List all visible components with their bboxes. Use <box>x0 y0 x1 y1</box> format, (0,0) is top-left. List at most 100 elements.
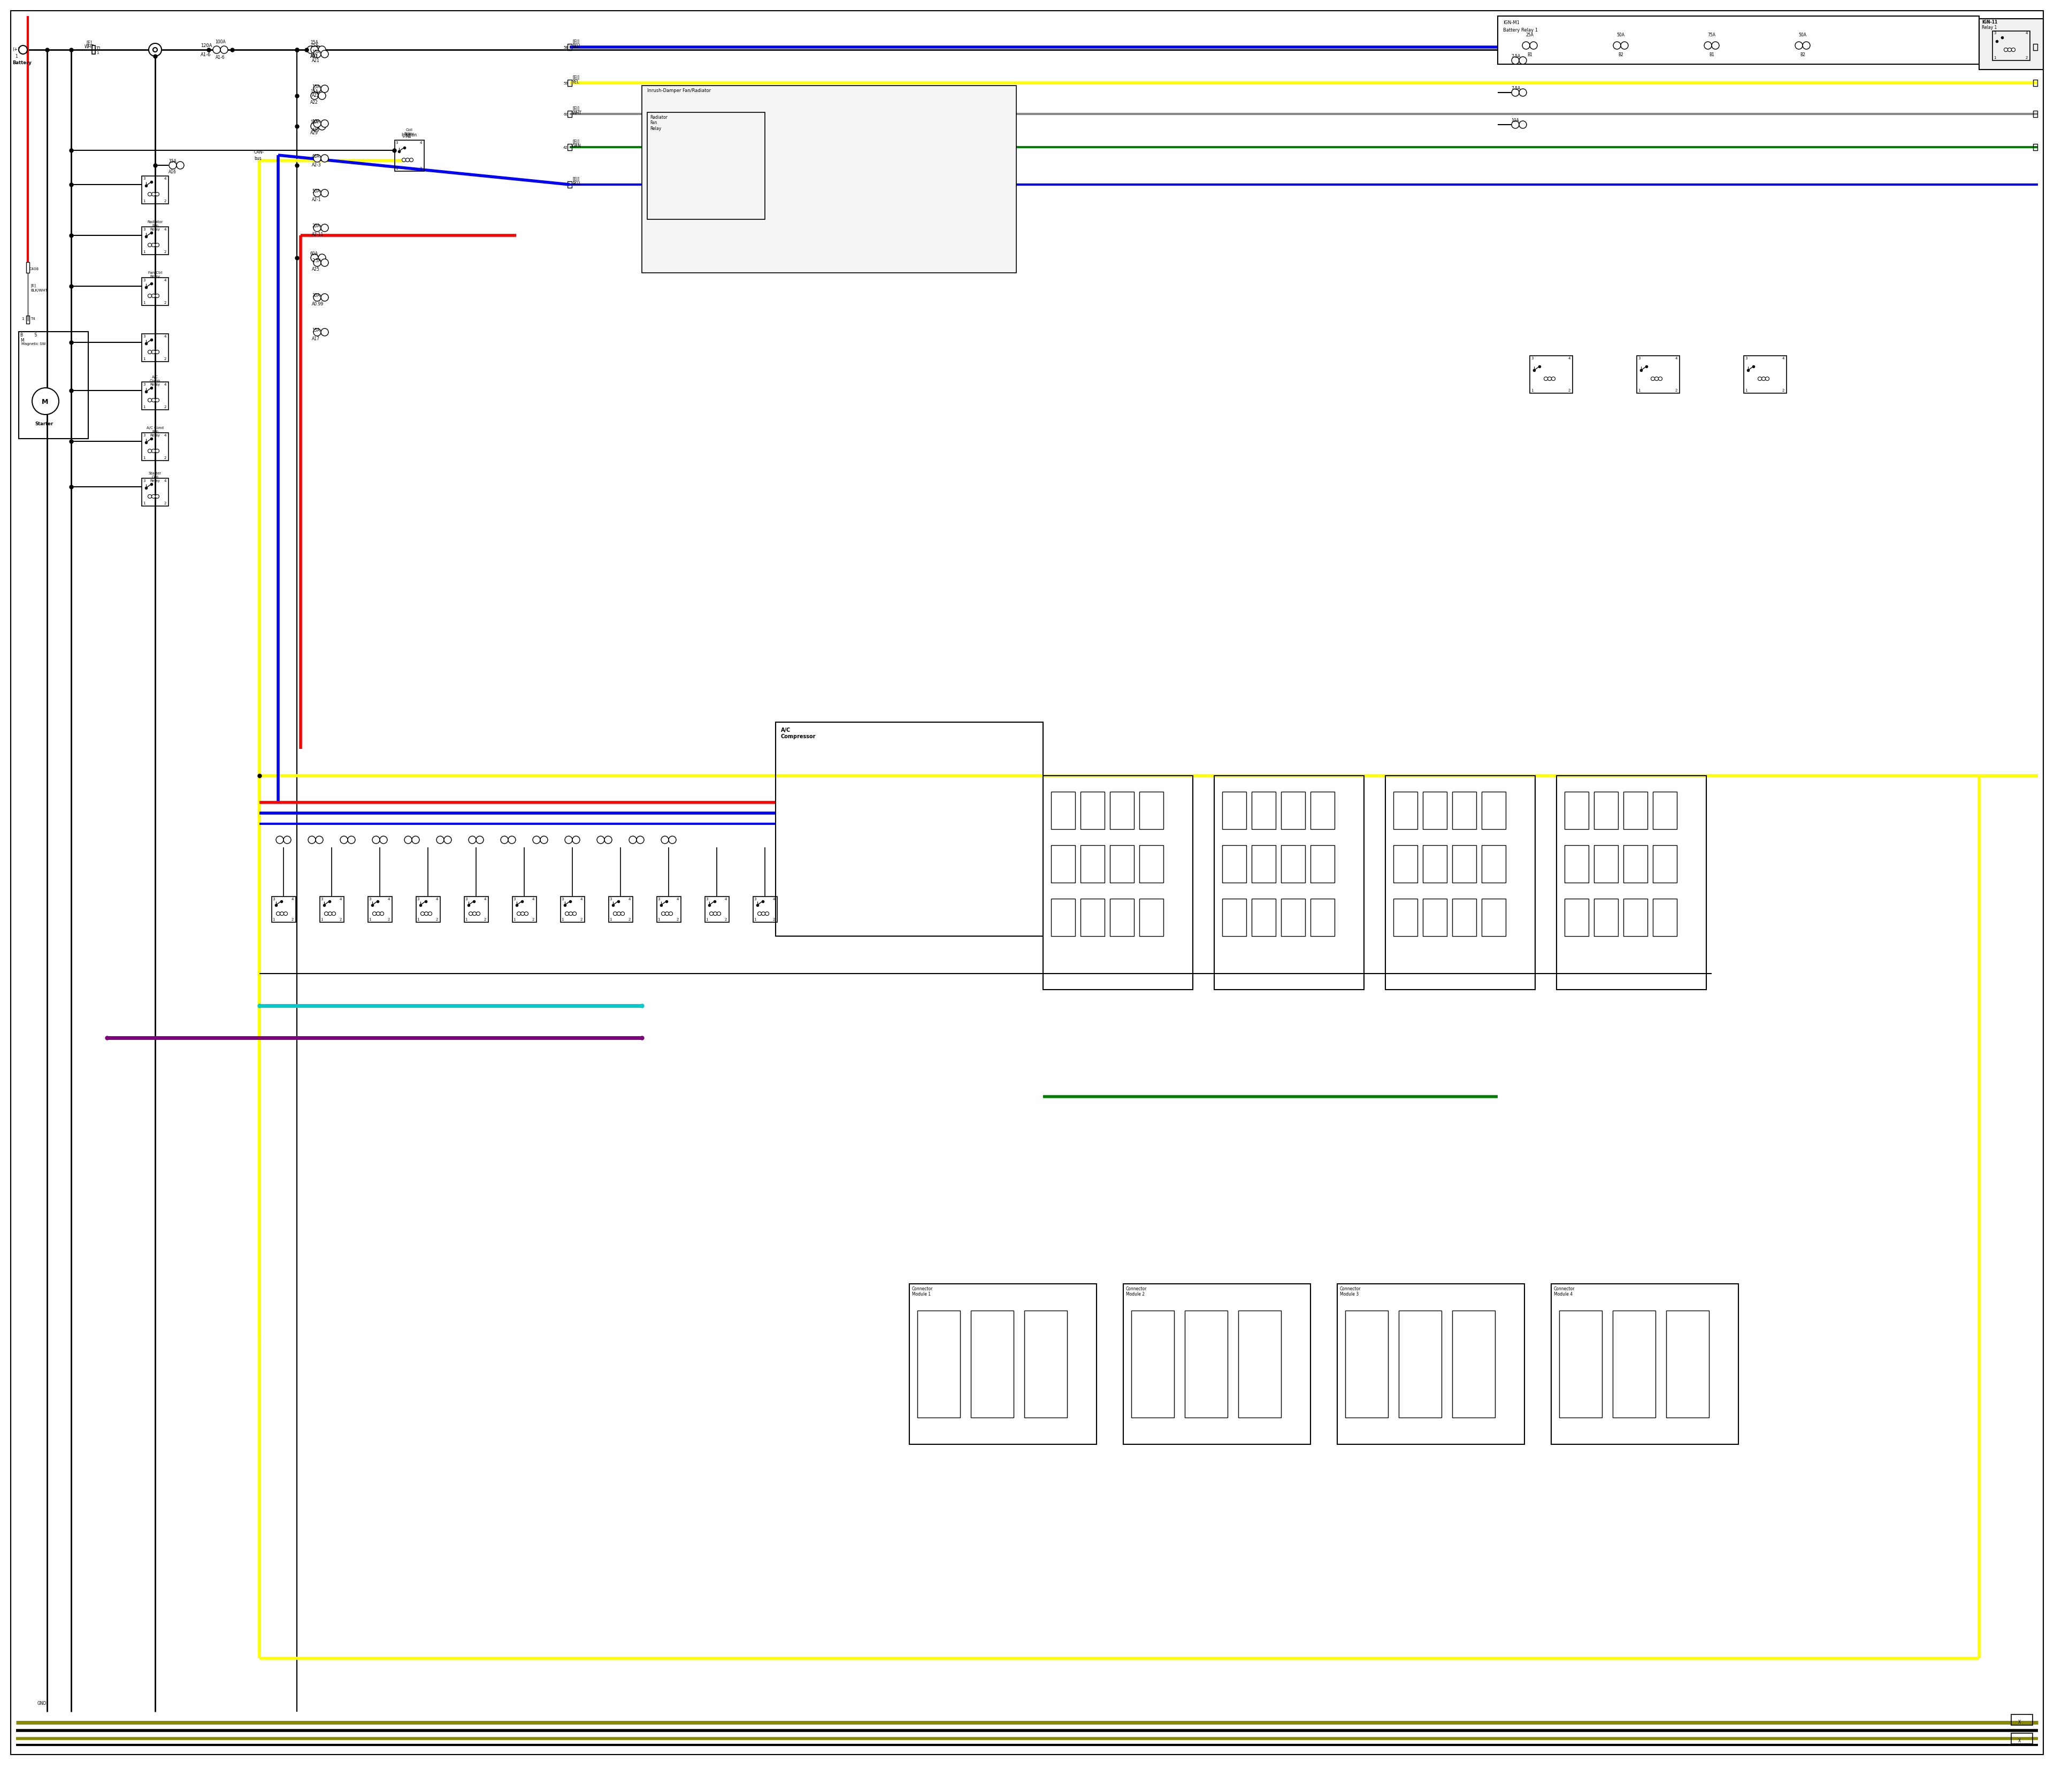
Text: B         S: B S <box>21 333 37 337</box>
Text: BLU: BLU <box>573 181 579 186</box>
Circle shape <box>1520 120 1526 129</box>
Bar <box>567 79 571 86</box>
Circle shape <box>413 837 419 844</box>
Bar <box>2033 79 2038 86</box>
Text: 50A: 50A <box>1616 32 1625 38</box>
Text: 15A: 15A <box>168 159 177 163</box>
Circle shape <box>1512 57 1520 65</box>
Bar <box>394 140 423 172</box>
Circle shape <box>1658 376 1662 380</box>
Text: 1: 1 <box>707 918 709 921</box>
Bar <box>1052 898 1074 935</box>
Circle shape <box>403 158 407 161</box>
Text: A2-11: A2-11 <box>312 233 325 237</box>
Bar <box>1222 898 1247 935</box>
Text: 10A: 10A <box>1512 118 1520 124</box>
Text: A21: A21 <box>310 54 318 59</box>
Bar <box>1653 846 1676 883</box>
Circle shape <box>314 47 322 54</box>
Circle shape <box>310 91 318 100</box>
Circle shape <box>1803 41 1810 48</box>
Circle shape <box>318 91 327 100</box>
Bar <box>1080 846 1105 883</box>
Text: CAN-: CAN- <box>255 151 265 154</box>
Circle shape <box>616 912 620 916</box>
Text: 1: 1 <box>657 918 659 921</box>
Text: 2: 2 <box>164 457 166 459</box>
Bar <box>92 45 94 54</box>
Bar <box>1080 898 1105 935</box>
Circle shape <box>620 912 624 916</box>
Text: 1: 1 <box>370 918 372 921</box>
Text: 4: 4 <box>532 898 534 901</box>
Text: B1: B1 <box>1709 52 1715 57</box>
Bar <box>1452 898 1477 935</box>
Bar <box>1666 1310 1709 1417</box>
Text: bus: bus <box>255 156 261 161</box>
Text: Radiator
Fan
Relay: Radiator Fan Relay <box>148 220 162 231</box>
Text: 3: 3 <box>144 434 146 437</box>
Text: 7.5A: 7.5A <box>1512 86 1520 91</box>
Text: 4: 4 <box>164 383 166 387</box>
Circle shape <box>320 328 329 335</box>
Text: A2-3: A2-3 <box>312 163 320 167</box>
Circle shape <box>152 294 156 297</box>
Bar <box>1423 846 1446 883</box>
Bar <box>1399 1310 1442 1417</box>
Circle shape <box>318 254 327 262</box>
Text: 1: 1 <box>144 251 146 253</box>
Circle shape <box>314 328 320 335</box>
Text: 2: 2 <box>164 405 166 409</box>
Text: Radiator
Fan
Relay: Radiator Fan Relay <box>649 115 668 131</box>
Circle shape <box>565 912 569 916</box>
Bar <box>18 332 88 439</box>
Text: Inrush-Damper Fan/Radiator: Inrush-Damper Fan/Radiator <box>647 88 711 93</box>
Circle shape <box>152 244 156 247</box>
Bar <box>1623 846 1647 883</box>
Bar <box>1025 1310 1068 1417</box>
Bar <box>27 315 29 324</box>
Bar <box>1565 846 1588 883</box>
Circle shape <box>177 161 185 168</box>
Text: 4: 4 <box>419 142 421 145</box>
Text: A16: A16 <box>168 170 177 174</box>
Bar <box>1423 898 1446 935</box>
Text: 3: 3 <box>144 177 146 181</box>
Text: [E]: [E] <box>86 39 92 45</box>
Circle shape <box>148 244 152 247</box>
Text: [EJ]: [EJ] <box>573 39 579 45</box>
Circle shape <box>325 912 329 916</box>
Bar <box>1140 792 1163 830</box>
Bar <box>608 896 633 923</box>
Text: 3: 3 <box>707 898 709 901</box>
Bar <box>567 181 571 188</box>
Bar <box>1653 792 1676 830</box>
Bar <box>567 111 571 116</box>
Circle shape <box>33 387 60 414</box>
Circle shape <box>148 43 162 56</box>
Bar <box>1565 792 1588 830</box>
Circle shape <box>316 837 322 844</box>
Bar <box>1239 1310 1282 1417</box>
Circle shape <box>320 50 329 57</box>
Text: T1: T1 <box>97 47 101 52</box>
Bar <box>1559 1310 1602 1417</box>
Circle shape <box>148 349 152 353</box>
Circle shape <box>573 837 579 844</box>
Bar <box>776 722 1043 935</box>
Text: 1: 1 <box>1637 389 1641 392</box>
Text: [EJ]: [EJ] <box>573 140 579 145</box>
Circle shape <box>629 837 637 844</box>
Text: Fan Ctrl
Relay: Fan Ctrl Relay <box>148 271 162 278</box>
Text: 10A: 10A <box>310 120 318 125</box>
Circle shape <box>1522 41 1530 48</box>
Text: 2: 2 <box>2025 56 2027 59</box>
Circle shape <box>380 837 388 844</box>
Text: 1: 1 <box>144 199 146 202</box>
Circle shape <box>310 47 318 54</box>
Text: 2: 2 <box>388 918 390 921</box>
Text: 3: 3 <box>320 898 322 901</box>
Text: 2: 2 <box>339 918 341 921</box>
Bar <box>1481 846 1506 883</box>
Bar <box>464 896 489 923</box>
